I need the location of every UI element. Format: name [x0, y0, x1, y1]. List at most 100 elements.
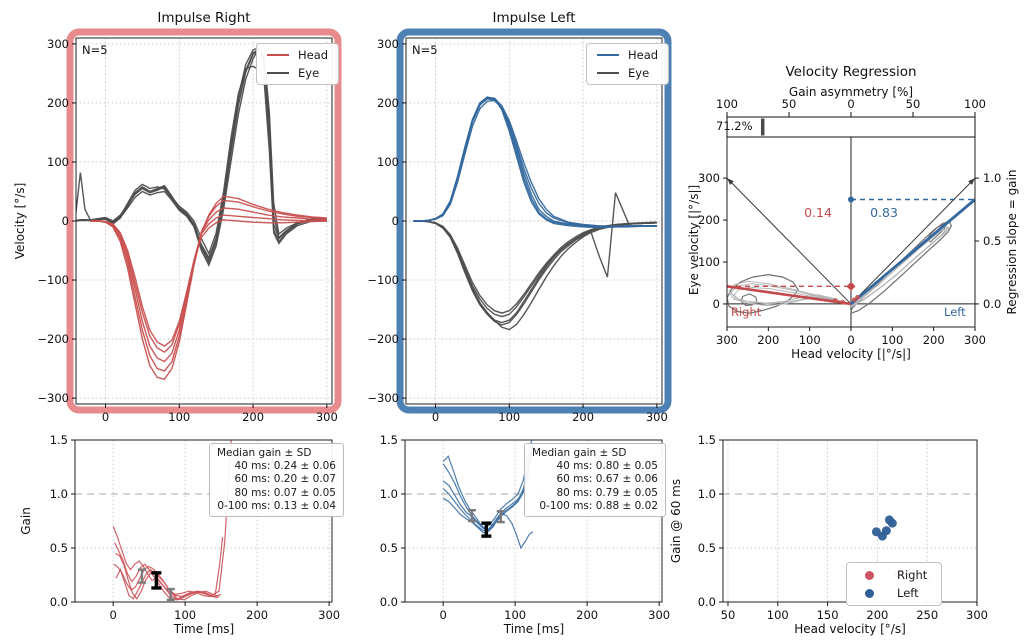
- tick-label: 0: [439, 608, 446, 622]
- stats-80ms: 80 ms: 0.79 ± 0.05: [556, 486, 658, 499]
- tick-label: 100: [174, 608, 196, 622]
- trace-group: [442, 440, 534, 550]
- tick-label: 1.0: [698, 487, 716, 501]
- velocity-regression-plot: 300 200 100 0 100 200 300 0 100 200 300 0.0 0.5 1.0 10…: [698, 97, 1001, 347]
- tick-label: 50: [906, 97, 921, 111]
- legend-item-head: Head: [597, 48, 658, 62]
- stats-40ms: 40 ms: 0.80 ± 0.05: [556, 460, 658, 473]
- head-line-swatch: [267, 54, 289, 56]
- velocity-loop: [728, 280, 852, 307]
- origin-dot: [832, 298, 838, 303]
- tick-label: 100: [881, 333, 903, 347]
- scatter-point-left: [887, 518, 897, 528]
- trace-group: [76, 47, 327, 380]
- tick-label: 200: [757, 333, 779, 347]
- velocity-loop: [733, 286, 852, 306]
- tick-label: 100: [716, 97, 738, 111]
- head-trace: [90, 219, 327, 347]
- head-trace: [90, 199, 327, 372]
- eye-trace: [413, 220, 657, 314]
- tick-label: 200: [866, 608, 888, 622]
- eye-trace: [413, 220, 657, 324]
- tick-label: 100: [698, 255, 720, 269]
- eye-trace: [76, 48, 327, 262]
- tick-label: 200: [246, 608, 268, 622]
- tick-label: 300: [716, 333, 738, 347]
- head-trace: [90, 207, 327, 363]
- legend-label: Eye: [628, 66, 650, 80]
- legend-item-head: Head: [267, 48, 328, 62]
- impulse-left-title: Impulse Left: [492, 10, 576, 26]
- tick-label: 0.0: [698, 595, 716, 609]
- tick-label: 1.0: [983, 171, 1001, 185]
- gain-trace: [112, 526, 224, 598]
- tick-label: −200: [367, 332, 399, 346]
- tick-label: 300: [318, 608, 340, 622]
- legend-label: Head: [628, 48, 659, 62]
- gain-trace: [113, 440, 232, 598]
- velocity-ylabel: Velocity [°/s]: [13, 182, 27, 260]
- time-xlabel-right: Time [ms]: [173, 622, 235, 636]
- impulse-left-plot: 0 100 200 300 −300 −200 −100 0 100 200 300: [367, 28, 672, 424]
- tick-label: 0: [713, 297, 720, 311]
- trace-group: [413, 96, 657, 331]
- tick-label: −100: [367, 273, 399, 287]
- tick-label: 200: [47, 96, 69, 110]
- regression-data: [727, 196, 975, 315]
- stats-title: Median gain ± SD: [532, 447, 627, 459]
- tick-label: 0: [102, 410, 109, 424]
- tick-label: 200: [572, 410, 594, 424]
- gain-value-left: 0.83: [870, 205, 898, 220]
- legend-label: Left: [897, 586, 919, 600]
- origin-dot: [855, 294, 861, 300]
- impulse-right-plot: 0 100 200 300 −300 −200 −100 0 100 200 300: [37, 28, 342, 424]
- tick-label: 0.5: [380, 541, 398, 555]
- gain-trace: [442, 440, 533, 529]
- tick-label: 100: [799, 333, 821, 347]
- stats-box-right: Median gain ± SD 40 ms: 0.24 ± 0.06 60 m…: [209, 443, 344, 518]
- tick-label: 0: [847, 333, 854, 347]
- scatter-point-left: [881, 526, 891, 536]
- unity-line: [726, 177, 852, 305]
- tick-label: 100: [964, 97, 986, 111]
- arrowhead: [727, 178, 734, 185]
- gain-trace: [442, 488, 534, 550]
- tick-label: 100: [47, 155, 69, 169]
- tick-label: 0: [432, 410, 439, 424]
- tick-label: 100: [767, 608, 789, 622]
- tick-label: 1.0: [50, 487, 68, 501]
- head-velocity-xlabel-regression: Head velocity [|°/s|]: [791, 347, 911, 361]
- gain-right-plot: 0 100 200 300 0.0 0.5 1.0 1.5: [50, 433, 340, 622]
- trace-group: [112, 440, 232, 602]
- head-trace: [90, 195, 327, 380]
- legend-item-left: Left: [861, 586, 927, 600]
- tick-label: 300: [47, 37, 69, 51]
- tick-label: 100: [377, 155, 399, 169]
- velocity-loop: [730, 283, 852, 305]
- tick-label: −200: [37, 332, 69, 346]
- stats-60ms: 60 ms: 0.67 ± 0.06: [556, 473, 658, 486]
- gain-value-right: 0.14: [804, 205, 832, 220]
- velocity-regression-title: Velocity Regression: [785, 64, 917, 80]
- legend-label: Eye: [298, 66, 320, 80]
- legend-item-right: Right: [861, 568, 927, 582]
- tick-label: 300: [377, 37, 399, 51]
- head-line-swatch: [597, 54, 619, 56]
- tick-label: 150: [817, 608, 839, 622]
- legend-label: Head: [298, 48, 329, 62]
- origin-dot: [851, 297, 857, 303]
- gain-at-60ms-plot: 50 100 150 200 250 300 0.0 0.5 1.0 1.5: [698, 433, 988, 622]
- tick-label: 300: [646, 410, 668, 424]
- tick-label: −300: [367, 391, 399, 405]
- eye-velocity-ylabel: Eye velocity [|°/s|]: [687, 184, 701, 296]
- stats-title: Median gain ± SD: [217, 447, 312, 459]
- head-trace: [413, 98, 657, 228]
- tick-label: 1.5: [380, 433, 398, 447]
- stats-0-100ms: 0-100 ms: 0.88 ± 0.02: [539, 499, 658, 512]
- tick-label: 0.0: [50, 595, 68, 609]
- left-dot-swatch: [865, 588, 874, 598]
- tick-label: 100: [168, 410, 190, 424]
- gain-marker-left: [848, 196, 854, 203]
- tick-label: 200: [923, 333, 945, 347]
